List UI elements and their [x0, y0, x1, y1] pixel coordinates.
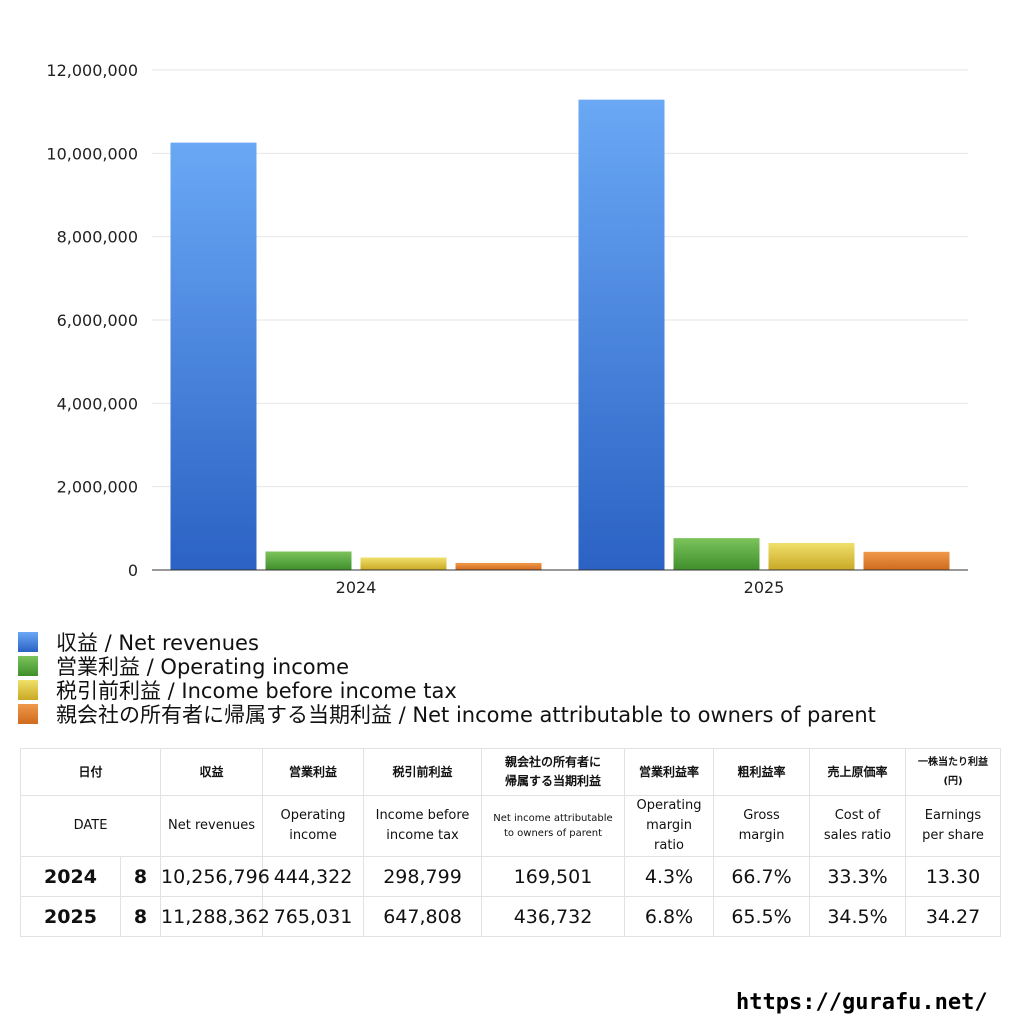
bar	[455, 562, 542, 570]
header-cell: Operating margin ratio	[624, 795, 715, 857]
y-tick-label: 10,000,000	[46, 144, 138, 163]
cell-month: 8	[119, 856, 162, 897]
header-cell: 税引前利益	[363, 748, 483, 796]
cell-income-before-tax: 647,808	[363, 896, 483, 937]
bar-chart: 0 2,000,000 4,000,000 6,000,000 8,000,000 10,…	[46, 61, 968, 597]
cell-month: 8	[119, 896, 162, 937]
y-tick-label: 12,000,000	[46, 61, 138, 80]
x-tick-label: 2025	[744, 578, 785, 597]
legend-label: 営業利益 / Operating income	[56, 655, 350, 679]
legend-item: 営業利益 / Operating income	[18, 654, 876, 679]
y-tick-label: 0	[128, 561, 138, 580]
cell-year: 2025	[20, 896, 121, 937]
cell-op-margin: 4.3%	[624, 856, 715, 897]
table-row: 2024 8 10,256,796 444,322 298,799 169,50…	[20, 856, 1002, 897]
legend-item: 収益 / Net revenues	[18, 630, 876, 655]
legend: 収益 / Net revenues 営業利益 / Operating incom…	[18, 630, 876, 727]
header-cell: Gross margin	[713, 795, 811, 857]
header-cell: 日付	[19, 748, 162, 796]
cell-year: 2024	[20, 856, 121, 897]
table-row: 2025 8 11,288,362 765,031 647,808 436,73…	[20, 896, 1002, 937]
legend-label: 収益 / Net revenues	[56, 631, 259, 655]
y-tick-label: 2,000,000	[57, 478, 138, 497]
cell-revenues: 10,256,796	[160, 856, 270, 897]
bar-group	[170, 99, 950, 571]
cell-net-income: 169,501	[481, 856, 626, 897]
bar	[673, 538, 760, 570]
cell-cost-ratio: 33.3%	[809, 856, 907, 897]
header-cell: Operating income	[262, 795, 365, 857]
bar	[360, 557, 447, 570]
cell-eps: 13.30	[905, 856, 1002, 897]
cell-revenues: 11,288,362	[160, 896, 270, 937]
cell-income-before-tax: 298,799	[363, 856, 483, 897]
header-cell: 一株当たり利益 (円)	[905, 748, 1002, 796]
legend-item: 親会社の所有者に帰属する当期利益 / Net income attributab…	[18, 702, 876, 727]
grid-lines	[152, 69, 968, 488]
cell-operating-income: 765,031	[262, 896, 365, 937]
legend-swatch-net-income	[18, 704, 38, 724]
header-cell: 粗利益率	[713, 748, 811, 796]
axes: 0 2,000,000 4,000,000 6,000,000 8,000,000 10,…	[46, 61, 968, 597]
cell-gross-margin: 66.7%	[713, 856, 811, 897]
header-cell: 売上原価率	[809, 748, 907, 796]
y-tick-label: 6,000,000	[57, 311, 138, 330]
legend-swatch-operating-income	[18, 656, 38, 676]
table-header-jp: 日付 収益 営業利益 税引前利益 親会社の所有者に 帰属する当期利益 営業利益率…	[19, 748, 1002, 796]
bar	[170, 142, 257, 571]
legend-swatch-income-before-tax	[18, 680, 38, 700]
header-cell: Income before income tax	[363, 795, 483, 857]
header-cell: DATE	[19, 795, 162, 857]
legend-label: 税引前利益 / Income before income tax	[56, 679, 457, 703]
cell-operating-income: 444,322	[262, 856, 365, 897]
cell-eps: 34.27	[905, 896, 1002, 937]
bar	[768, 543, 855, 570]
header-cell: Net income attributable to owners of par…	[481, 795, 626, 857]
header-cell: 営業利益率	[624, 748, 715, 796]
legend-item: 税引前利益 / Income before income tax	[18, 678, 876, 703]
table-header-en: DATE Net revenues Operating income Incom…	[19, 795, 1002, 857]
bar	[265, 551, 352, 570]
bar	[863, 551, 950, 570]
cell-net-income: 436,732	[481, 896, 626, 937]
cell-op-margin: 6.8%	[624, 896, 715, 937]
header-cell: 営業利益	[262, 748, 365, 796]
financial-table: 日付 収益 営業利益 税引前利益 親会社の所有者に 帰属する当期利益 営業利益率…	[19, 748, 1002, 937]
x-tick-label: 2024	[336, 578, 377, 597]
header-cell: 親会社の所有者に 帰属する当期利益	[481, 748, 626, 796]
legend-swatch-net-revenues	[18, 632, 38, 652]
y-tick-label: 4,000,000	[57, 394, 138, 413]
legend-label: 親会社の所有者に帰属する当期利益 / Net income attributab…	[56, 703, 876, 727]
watermark: https://gurafu.net/	[736, 990, 988, 1015]
cell-cost-ratio: 34.5%	[809, 896, 907, 937]
bar	[578, 99, 665, 570]
y-tick-label: 8,000,000	[57, 228, 138, 247]
cell-gross-margin: 65.5%	[713, 896, 811, 937]
header-cell: Net revenues	[160, 795, 264, 857]
header-cell: Earnings per share	[905, 795, 1002, 857]
header-cell: Cost of sales ratio	[809, 795, 907, 857]
header-cell: 収益	[160, 748, 264, 796]
